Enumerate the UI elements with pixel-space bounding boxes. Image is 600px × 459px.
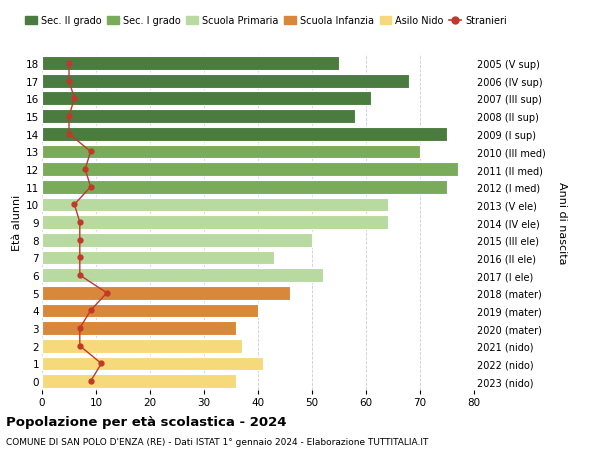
Y-axis label: Età alunni: Età alunni: [12, 195, 22, 251]
Bar: [42, 322, 236, 336]
Bar: [42, 339, 242, 353]
Bar: [42, 304, 258, 318]
Bar: [42, 198, 388, 212]
Bar: [42, 180, 447, 194]
Text: COMUNE DI SAN POLO D'ENZA (RE) - Dati ISTAT 1° gennaio 2024 - Elaborazione TUTTI: COMUNE DI SAN POLO D'ENZA (RE) - Dati IS…: [6, 437, 428, 446]
Bar: [42, 357, 263, 370]
Y-axis label: Anni di nascita: Anni di nascita: [557, 181, 566, 264]
Bar: [42, 251, 274, 265]
Bar: [42, 216, 388, 230]
Bar: [42, 57, 339, 71]
Bar: [42, 110, 355, 123]
Bar: [42, 92, 371, 106]
Bar: [42, 145, 420, 159]
Text: Popolazione per età scolastica - 2024: Popolazione per età scolastica - 2024: [6, 415, 287, 428]
Bar: [42, 233, 312, 247]
Bar: [42, 128, 447, 141]
Legend: Sec. II grado, Sec. I grado, Scuola Primaria, Scuola Infanzia, Asilo Nido, Stran: Sec. II grado, Sec. I grado, Scuola Prim…: [25, 17, 506, 26]
Bar: [42, 269, 323, 282]
Bar: [42, 75, 409, 89]
Bar: [42, 163, 458, 177]
Bar: [42, 286, 290, 300]
Bar: [42, 375, 236, 388]
